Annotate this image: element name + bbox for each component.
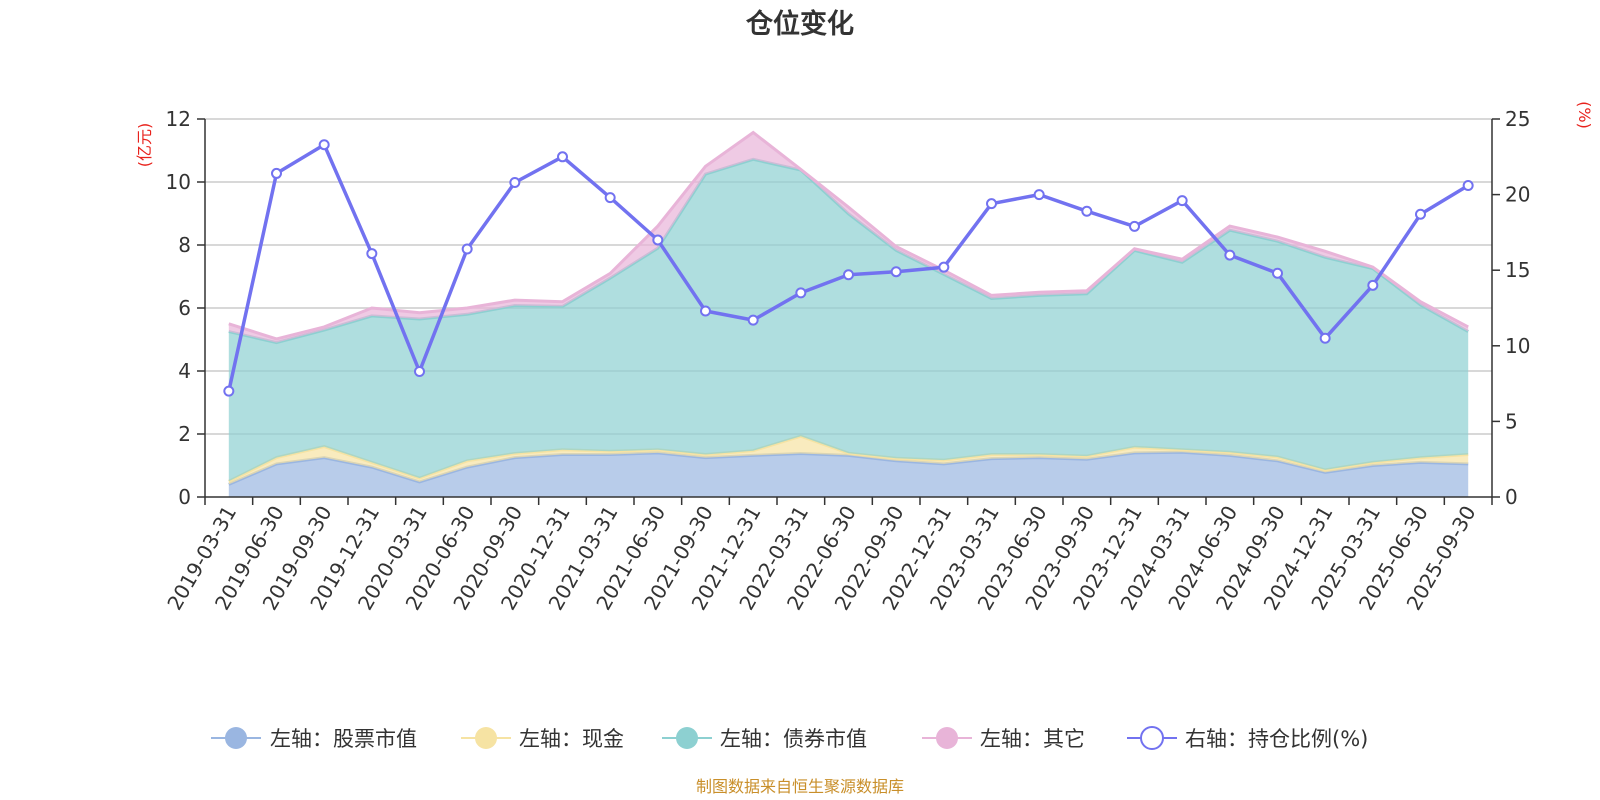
ratio-point (890, 266, 902, 278)
ratio-point (1129, 220, 1140, 232)
left-tick-label: 12 (166, 107, 191, 131)
left-tick-label: 8 (178, 233, 191, 257)
ratio-point (986, 198, 997, 210)
legend-marker (475, 727, 497, 749)
legend-marker (225, 727, 247, 749)
right-tick-label: 0 (1505, 485, 1518, 509)
legend-label: 右轴：持仓比例(%) (1185, 727, 1368, 751)
legend: 左轴：股票市值 左轴：现金 左轴：债券市值 左轴：其它 右轴：持仓比例(%) (211, 726, 1368, 751)
ratio-point (795, 287, 807, 299)
stacked-areas (228, 130, 1469, 497)
ratio-line (223, 139, 1474, 397)
ratio-point (1272, 267, 1283, 279)
ratio-point (700, 305, 711, 317)
legend-label: 左轴：现金 (519, 727, 624, 751)
ratio-point (1462, 180, 1474, 192)
left-tick-label: 2 (178, 422, 191, 446)
legend-label: 左轴：债券市值 (720, 727, 867, 751)
ratio-point (223, 385, 235, 397)
ratio-point (843, 269, 854, 281)
area-edge-左轴：其它 (228, 130, 1469, 341)
left-tick-label: 6 (178, 296, 191, 320)
ratio-point (509, 177, 521, 189)
data-source-note: 制图数据来自恒生聚源数据库 (696, 777, 904, 796)
left-tick-label: 0 (178, 485, 191, 509)
legend-label: 左轴：其它 (980, 727, 1085, 751)
right-tick-label: 15 (1505, 258, 1530, 282)
ratio-point (461, 243, 473, 255)
right-tick-label: 20 (1505, 183, 1530, 207)
right-axis-unit: (%) (1575, 101, 1594, 129)
ratio-point (366, 248, 378, 260)
ratio-point (1415, 208, 1426, 220)
left-tick-label: 10 (166, 170, 191, 194)
left-tick-label: 4 (178, 359, 191, 383)
ratio-point (318, 139, 330, 151)
ratio-point (1033, 189, 1045, 201)
right-tick-label: 5 (1505, 409, 1518, 433)
left-axis-unit: (亿元) (135, 123, 154, 168)
ratio-point (652, 234, 664, 246)
ratio-point (938, 261, 950, 273)
legend-marker (676, 727, 698, 749)
right-tick-label: 25 (1505, 107, 1530, 131)
ratio-point (1367, 279, 1379, 291)
ratio-point (1319, 332, 1331, 344)
ratio-point (604, 192, 616, 204)
ratio-point (1081, 205, 1093, 217)
ratio-point (271, 167, 282, 179)
ratio-point (414, 366, 425, 378)
area-左轴：股票市值 (228, 452, 1469, 497)
right-tick-label: 10 (1505, 334, 1530, 358)
legend-marker (1140, 726, 1164, 750)
legend-marker (936, 727, 958, 749)
ratio-point (1176, 195, 1188, 207)
legend-label: 左轴：股票市值 (270, 727, 417, 751)
area-左轴：债券市值 (228, 159, 1469, 482)
chart-title: 仓位变化 (745, 8, 854, 40)
ratio-point (747, 314, 759, 326)
ratio-point (557, 151, 568, 163)
ratio-point (1224, 249, 1236, 261)
